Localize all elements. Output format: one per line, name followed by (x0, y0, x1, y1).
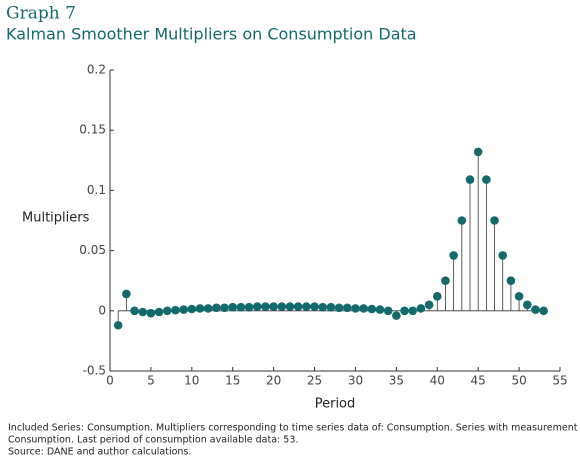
marker (179, 305, 188, 314)
note: Source: DANE and author calculations. (8, 447, 191, 458)
x-tick-label: 45 (471, 374, 486, 388)
marker (220, 303, 229, 313)
marker (342, 303, 352, 313)
marker (302, 302, 311, 311)
marker (261, 302, 270, 311)
marker (318, 302, 328, 312)
marker (195, 304, 205, 313)
x-tick-label: 35 (389, 374, 404, 388)
marker (138, 307, 148, 317)
x-tick-label: 55 (552, 374, 567, 388)
graph-label: Graph 7 (6, 4, 76, 24)
y-tick-label: -0.5 (83, 364, 106, 378)
x-tick-label: 15 (225, 374, 240, 388)
marker (236, 302, 246, 312)
x-tick-label: 0 (106, 374, 114, 388)
marker (285, 302, 295, 311)
marker (252, 302, 262, 311)
marker (392, 311, 401, 320)
marker (212, 303, 221, 313)
marker (326, 302, 336, 312)
y-tick-label: 0.1 (87, 183, 106, 197)
x-tick-label: 25 (307, 374, 322, 388)
marker (490, 216, 499, 225)
marker (375, 305, 385, 314)
marker (473, 147, 483, 157)
y-tick-label: 0 (98, 303, 106, 317)
marker (244, 302, 254, 312)
x-tick-label: 30 (348, 374, 363, 388)
marker (432, 292, 442, 301)
marker (506, 276, 516, 286)
note: Consumption. Last period of consumption … (8, 435, 298, 446)
marker (383, 306, 393, 316)
marker (122, 289, 131, 299)
marker (310, 302, 319, 311)
marker (154, 307, 164, 317)
marker (465, 175, 475, 184)
marker (424, 300, 434, 310)
marker (416, 304, 426, 313)
marker (522, 300, 532, 310)
marker (449, 251, 458, 260)
chart-title: Kalman Smoother Multipliers on Consumpti… (6, 25, 417, 44)
x-tick-label: 20 (266, 374, 281, 388)
marker (539, 306, 548, 316)
marker (203, 304, 213, 313)
y-tick-label: 0.15 (79, 123, 106, 137)
x-tick-label: 5 (147, 374, 155, 388)
y-tick-label: 0.2 (87, 63, 106, 77)
x-axis-label: Period (315, 397, 356, 412)
marker (482, 175, 491, 184)
marker (187, 304, 197, 314)
marker (359, 304, 368, 313)
marker (531, 305, 540, 314)
marker (498, 251, 508, 260)
x-tick-label: 50 (511, 374, 526, 388)
y-axis-label: Multipliers (22, 211, 90, 226)
marker (228, 302, 238, 312)
marker (514, 292, 524, 301)
marker (408, 306, 418, 316)
marker (277, 302, 287, 311)
marker (171, 305, 180, 315)
marker (130, 306, 139, 316)
marker (293, 302, 303, 311)
x-tick-label: 10 (184, 374, 199, 388)
marker (269, 302, 278, 311)
marker (334, 303, 344, 313)
marker (351, 304, 360, 313)
marker (441, 276, 450, 286)
marker (113, 320, 123, 330)
marker (367, 304, 377, 314)
note: Included Series: Consumption. Multiplier… (8, 423, 580, 434)
marker (457, 216, 467, 225)
marker (146, 308, 156, 318)
marker (162, 306, 172, 316)
x-tick-label: 40 (430, 374, 445, 388)
marker (400, 306, 409, 316)
y-tick-label: 0.05 (79, 243, 106, 257)
